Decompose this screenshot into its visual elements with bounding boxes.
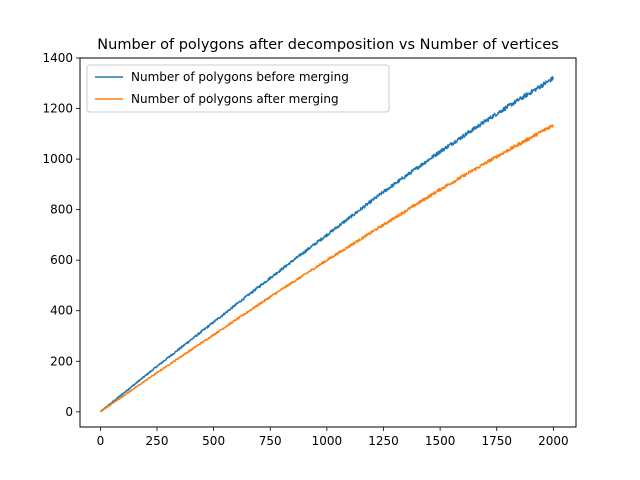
x-axis: 0 250 500 750 1000 1250 1500 1750 2000: [97, 427, 569, 448]
y-tick-label: 600: [50, 253, 73, 267]
x-tick-label: 1250: [368, 434, 399, 448]
x-tick-label: 1500: [425, 434, 456, 448]
series-line-1: [99, 76, 555, 413]
x-tick-label: 1750: [481, 434, 512, 448]
x-tick-label: 250: [146, 434, 169, 448]
legend-box: [86, 64, 390, 113]
x-tick-label: 2000: [538, 434, 569, 448]
y-tick-label: 1200: [42, 102, 73, 116]
legend-label: Number of polygons after merging: [131, 92, 339, 106]
chart-title: Number of polygons after decomposition v…: [97, 37, 558, 53]
y-tick-label: 1400: [42, 51, 73, 65]
x-tick-label: 500: [202, 434, 225, 448]
y-axis: 0 200 400 600 800 1000 1200 1400: [42, 51, 80, 419]
legend: Number of polygons before merging Number …: [86, 64, 390, 113]
series-layer: [99, 76, 555, 413]
y-tick-label: 0: [65, 405, 73, 419]
y-tick-label: 200: [50, 354, 73, 368]
y-tick-label: 800: [50, 203, 73, 217]
y-tick-label: 1000: [42, 152, 73, 166]
x-tick-label: 0: [97, 434, 105, 448]
x-tick-label: 1000: [312, 434, 343, 448]
y-tick-label: 400: [50, 304, 73, 318]
series-line-2: [100, 124, 555, 413]
plot-frame: [79, 57, 577, 428]
x-tick-label: 750: [259, 434, 282, 448]
legend-label: Number of polygons before merging: [131, 70, 349, 84]
